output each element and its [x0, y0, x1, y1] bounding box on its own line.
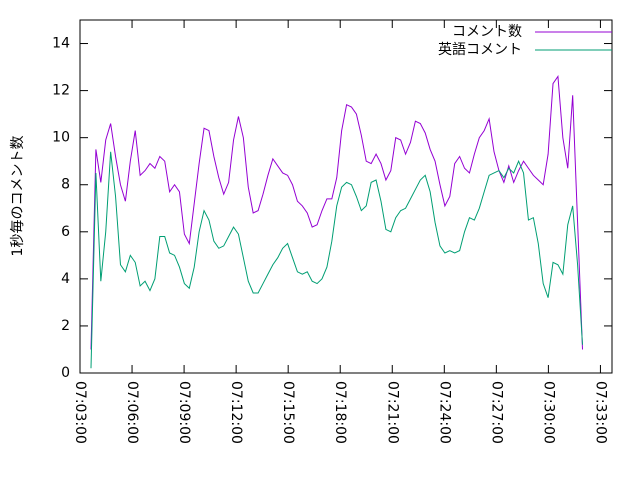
- x-tick-label: 07:27:00: [488, 381, 504, 444]
- x-tick-label: 07:24:00: [436, 381, 452, 444]
- x-tick-label: 07:12:00: [228, 381, 244, 444]
- x-tick-label: 07:21:00: [384, 381, 400, 444]
- y-tick-label: 8: [61, 177, 70, 193]
- series-line: [90, 151, 584, 369]
- x-tick-label: 07:30:00: [540, 381, 556, 444]
- y-tick-label: 12: [52, 83, 70, 99]
- x-tick-label: 07:06:00: [124, 381, 140, 444]
- y-tick-label: 2: [61, 318, 70, 334]
- y-tick-label: 14: [52, 36, 70, 52]
- y-tick-label: 4: [61, 271, 70, 287]
- legend-label: 英語コメント: [438, 41, 522, 58]
- y-tick-label: 6: [61, 224, 70, 240]
- x-tick-label: 07:18:00: [332, 381, 348, 444]
- x-tick-label: 07:03:00: [72, 381, 88, 444]
- x-tick-label: 07:33:00: [592, 381, 608, 444]
- x-tick-label: 07:09:00: [176, 381, 192, 444]
- legend-label: コメント数: [452, 24, 522, 40]
- series-line: [90, 75, 584, 350]
- plot-frame: [79, 19, 613, 374]
- x-tick-label: 07:15:00: [280, 381, 296, 444]
- y-tick-label: 10: [52, 130, 70, 146]
- y-axis-label: 1秒毎のコメント数: [10, 136, 26, 257]
- y-tick-label: 0: [61, 365, 70, 381]
